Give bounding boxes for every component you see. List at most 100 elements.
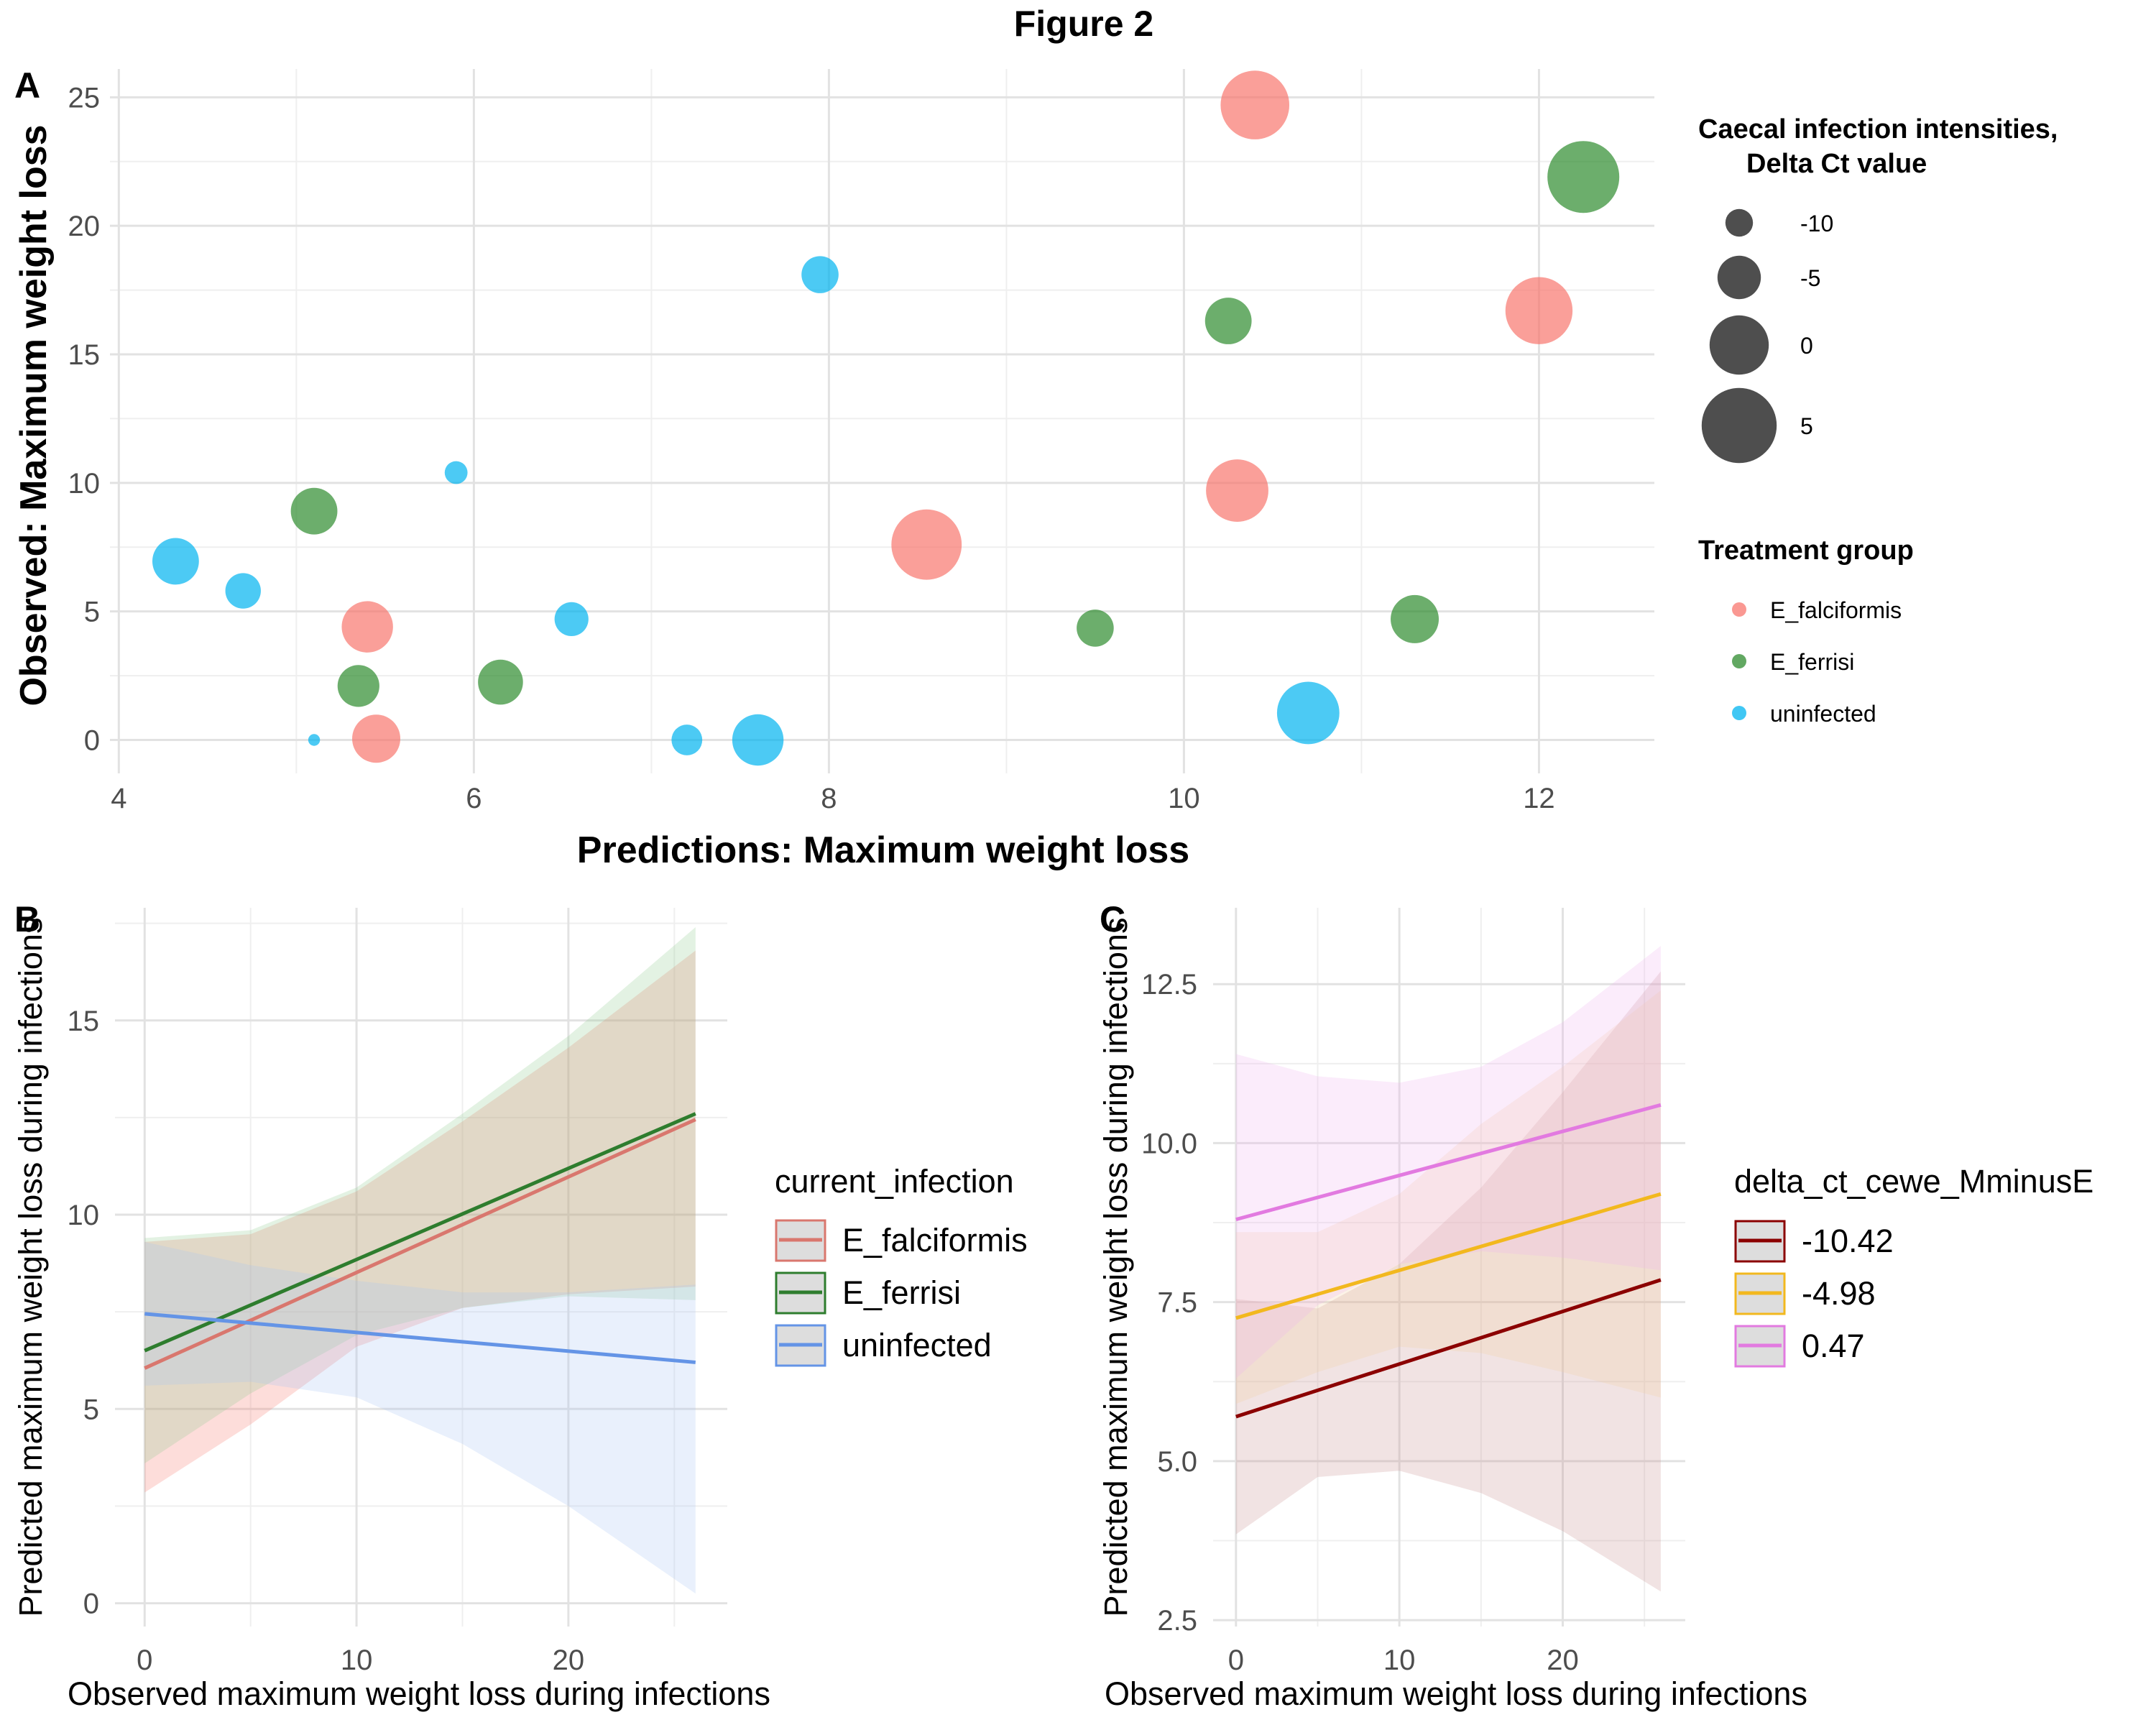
x-tick-label: 20 <box>553 1644 585 1676</box>
data-point <box>1077 610 1114 647</box>
fit-line <box>144 1112 696 1353</box>
panel-a-x-ticks: 4 6 8 10 12 <box>111 783 1554 814</box>
x-tick-label: 6 <box>466 783 482 814</box>
data-point <box>152 538 199 585</box>
panel-a-x-axis-title: Predictions: Maximum weight loss <box>577 829 1189 871</box>
data-point <box>337 665 379 707</box>
fit-line <box>1235 1192 1662 1320</box>
data-point <box>1505 277 1573 344</box>
panel-c-fit-lines <box>1235 1103 1662 1419</box>
panel-b-y-axis-title: Predicted maximum weight loss during inf… <box>12 918 49 1617</box>
fit-line <box>144 1118 696 1370</box>
panel-b-fit-lines <box>144 1112 696 1370</box>
panel-b-grid <box>115 908 727 1627</box>
panel-c-x-axis-title: Observed maximum weight loss during infe… <box>1105 1675 1807 1712</box>
y-tick-label: 20 <box>68 211 101 242</box>
panel-c-y-ticks: 2.5 5.0 7.5 10.0 12.5 <box>1141 969 1197 1637</box>
x-tick-label: 20 <box>1547 1644 1579 1676</box>
data-point <box>352 714 401 763</box>
size-legend-circle <box>1701 387 1777 464</box>
x-tick-label: 8 <box>821 783 837 814</box>
y-tick-label: 12.5 <box>1141 969 1197 1000</box>
panel-c: C 0 10 20 2.5 5.0 7.5 10.0 12.5 Observed maxim… <box>1097 899 2093 1712</box>
legend-label: -10.42 <box>1802 1223 1894 1259</box>
data-point <box>444 461 468 484</box>
y-tick-label: 2.5 <box>1157 1605 1197 1637</box>
panel-a-y-ticks: 0 5 10 15 20 25 <box>68 82 101 756</box>
x-tick-label: 4 <box>111 783 126 814</box>
size-legend-circle <box>1725 208 1754 237</box>
y-tick-label: 5 <box>83 1394 99 1425</box>
data-point <box>671 724 703 755</box>
data-point <box>1220 70 1290 139</box>
y-tick-label: 15 <box>68 1006 100 1037</box>
legend-label: E_ferrisi <box>842 1274 961 1311</box>
x-tick-label: 0 <box>137 1644 152 1676</box>
confidence-band <box>1235 971 1661 1592</box>
size-legend-circle <box>1717 255 1761 300</box>
figure-title: Figure 2 <box>1014 4 1153 44</box>
x-tick-label: 12 <box>1523 783 1555 814</box>
panel-a-y-axis-title: Observed: Maximum weight loss <box>13 124 55 706</box>
y-tick-label: 5.0 <box>1157 1446 1197 1478</box>
x-tick-label: 10 <box>341 1644 373 1676</box>
treatment-legend-dot <box>1732 706 1746 720</box>
size-legend-label: -5 <box>1800 265 1820 291</box>
panel-c-legend-keys: -10.42 -4.98 0.47 <box>1734 1220 1894 1368</box>
size-legend: Caecal infection intensities, Delta Ct v… <box>1698 114 2058 464</box>
data-point <box>1276 681 1340 745</box>
data-point <box>225 573 261 609</box>
size-legend-title-line1: Caecal infection intensities, <box>1698 114 2058 144</box>
panel-a-grid <box>110 69 1654 773</box>
size-legend-circle <box>1709 315 1769 375</box>
x-tick-label: 10 <box>1168 783 1200 814</box>
treatment-legend-title: Treatment group <box>1698 535 1914 566</box>
confidence-band <box>1235 990 1661 1404</box>
fit-line <box>144 1312 696 1364</box>
panel-b-tag: B <box>14 899 40 939</box>
x-tick-label: 0 <box>1228 1644 1244 1676</box>
size-legend-label: 5 <box>1800 413 1813 439</box>
confidence-band <box>144 1241 696 1594</box>
fit-line <box>1235 1278 1662 1419</box>
panel-b-x-axis-title: Observed maximum weight loss during infe… <box>68 1675 770 1712</box>
data-point <box>801 256 839 293</box>
panel-a-tag: A <box>14 65 40 106</box>
data-point <box>1391 594 1439 643</box>
y-tick-label: 0 <box>84 725 100 757</box>
legend-label: 0.47 <box>1802 1328 1865 1364</box>
data-point <box>478 659 523 705</box>
size-legend-label: 0 <box>1800 333 1813 359</box>
data-point <box>341 601 393 653</box>
panel-b-ci-bands <box>144 927 696 1594</box>
size-legend-label: -10 <box>1800 211 1833 236</box>
y-tick-label: 5 <box>84 597 100 628</box>
x-tick-label: 10 <box>1383 1644 1416 1676</box>
data-point <box>732 714 784 766</box>
y-tick-label: 10.0 <box>1141 1128 1197 1159</box>
treatment-legend-dot <box>1732 602 1746 617</box>
panel-b-legend-keys: E_falciformis E_ferrisi uninfected <box>775 1219 1028 1367</box>
panel-a: A 4 6 8 10 12 0 5 10 15 20 25 Predictions: Maximu… <box>13 65 2058 871</box>
data-point <box>1547 141 1620 213</box>
treatment-legend-label: uninfected <box>1770 701 1876 727</box>
y-tick-label: 25 <box>68 82 101 114</box>
data-point <box>308 734 321 746</box>
panel-b: B 0 10 20 0 5 10 15 Observed maximum weight l… <box>12 899 1028 1712</box>
panel-b-y-ticks: 0 5 10 15 <box>68 1006 100 1620</box>
panel-c-y-axis-title: Predicted maximum weight loss during inf… <box>1097 918 1134 1617</box>
y-tick-label: 10 <box>68 1200 100 1231</box>
legend-label: E_falciformis <box>842 1222 1028 1259</box>
size-legend-keys: -10 -5 0 5 <box>1701 208 1833 464</box>
panel-b-x-ticks: 0 10 20 <box>137 1644 584 1676</box>
panel-b-legend-title: current_infection <box>775 1163 1014 1200</box>
legend-label: uninfected <box>842 1327 992 1363</box>
y-tick-label: 10 <box>68 468 101 500</box>
treatment-legend-label: E_falciformis <box>1770 597 1902 623</box>
data-point <box>1206 459 1268 522</box>
data-point <box>891 509 962 580</box>
panel-a-points <box>152 70 1620 766</box>
data-point <box>554 602 589 637</box>
y-tick-label: 0 <box>83 1588 99 1620</box>
